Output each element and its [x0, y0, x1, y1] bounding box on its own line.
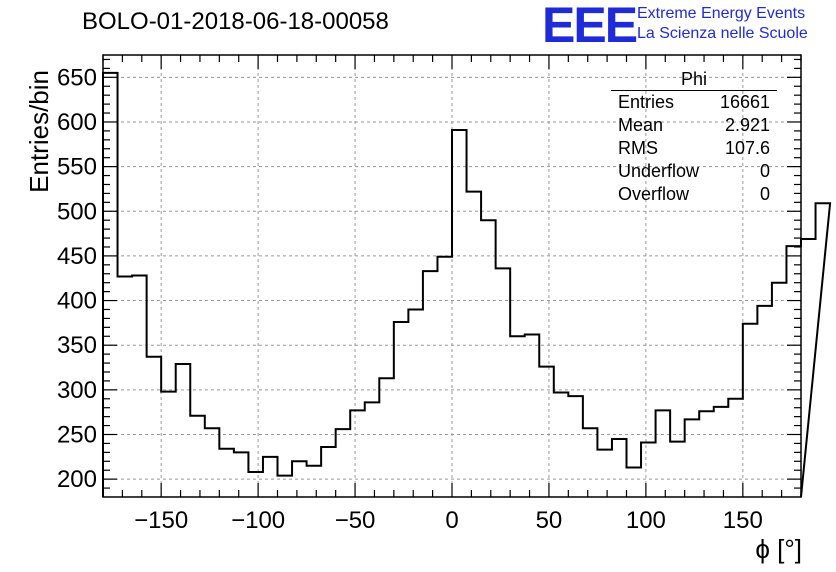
stats-label: Mean — [618, 115, 664, 135]
x-tick-label: −100 — [231, 507, 285, 534]
stats-value: 0 — [759, 184, 770, 204]
histogram-series — [102, 71, 832, 498]
x-tick-label: 150 — [723, 507, 763, 534]
stats-value: 107.6 — [724, 138, 770, 158]
stats-row: Overflow 0 — [611, 183, 777, 206]
y-axis-label: Entries/bin — [24, 70, 54, 193]
x-tick-label: 100 — [626, 507, 666, 534]
y-tick-label: 650 — [57, 64, 97, 91]
stats-row: Underflow 0 — [611, 160, 777, 183]
y-tick-label: 500 — [57, 198, 97, 225]
x-tick-label: −150 — [134, 507, 188, 534]
stats-label: Entries — [618, 92, 675, 112]
stats-row: Mean 2.921 — [611, 114, 777, 137]
logo-line-1: Extreme Energy Events — [637, 5, 806, 22]
stats-title: Phi — [611, 68, 777, 91]
stats-label: Underflow — [618, 161, 700, 181]
y-tick-label: 400 — [57, 288, 97, 315]
axis-ticks — [102, 55, 802, 497]
x-tick-label: 0 — [445, 507, 458, 534]
stats-value: 16661 — [719, 92, 770, 112]
x-tick-label: −50 — [335, 507, 376, 534]
y-axis-label-wrap: Entries/bin — [4, 70, 54, 193]
y-tick-label: 300 — [57, 377, 97, 404]
chart-title: BOLO-01-2018-06-18-00058 — [82, 8, 389, 35]
y-tick-label: 600 — [57, 109, 97, 136]
stats-box: Phi Entries 16661 Mean 2.921 RMS 107.6 Unde… — [611, 68, 777, 206]
eee-logo: EEE — [542, 0, 638, 53]
eee-logo-caption: Extreme Energy Events La Scienza nelle S… — [637, 4, 808, 44]
stats-value: 0 — [759, 161, 770, 181]
y-tick-label: 450 — [57, 243, 97, 270]
logo-line-2: La Scienza nelle Scuole — [637, 25, 808, 42]
stats-label: RMS — [618, 138, 658, 158]
stats-value: 2.921 — [724, 115, 770, 135]
y-tick-label: 200 — [57, 466, 97, 493]
y-tick-label: 250 — [57, 421, 97, 448]
stats-row: RMS 107.6 — [611, 137, 777, 160]
stats-label: Overflow — [618, 184, 690, 204]
y-tick-label: 550 — [57, 154, 97, 181]
x-tick-labels: −150 −100 −50 0 50 100 150 — [134, 507, 763, 534]
x-axis-label: ϕ [°] — [755, 534, 802, 564]
x-tick-label: 50 — [536, 507, 563, 534]
y-tick-label: 350 — [57, 332, 97, 359]
y-tick-labels: 200 250 300 350 400 450 500 550 600 650 — [57, 64, 97, 493]
stats-row: Entries 16661 — [611, 91, 777, 114]
